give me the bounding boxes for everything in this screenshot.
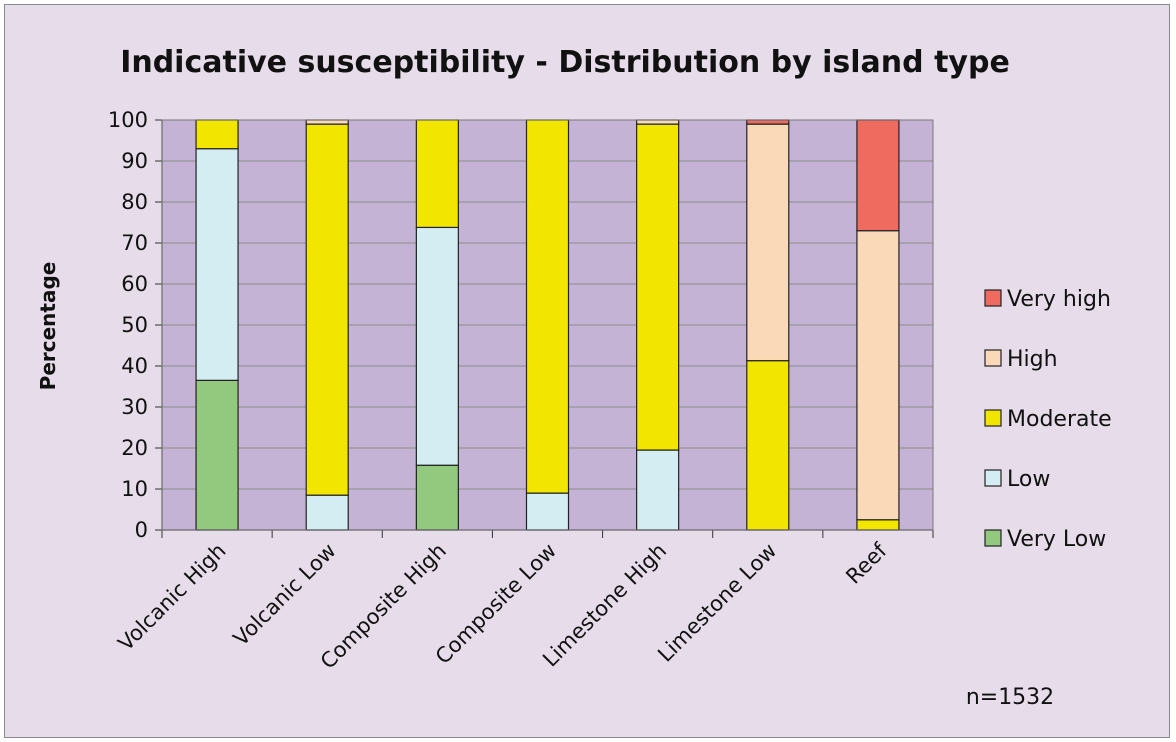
bar-segment (415, 226, 459, 466)
x-tick-label: Limestone High (538, 539, 671, 672)
y-tick-label-100: 100 (108, 108, 148, 132)
y-tick-label-0: 0 (135, 518, 148, 542)
legend-label: Very Low (1007, 527, 1106, 552)
bar-segment (195, 148, 239, 381)
chart-title: Indicative susceptibility - Distribution… (120, 45, 1010, 80)
bar-segment (195, 119, 239, 150)
bar-segment (746, 360, 790, 531)
x-tick-label: Volcanic High (114, 539, 231, 656)
bar-segment (856, 119, 900, 232)
y-axis-label: Percentage (36, 262, 60, 391)
bar-segment (746, 123, 790, 362)
sample-size-note: n=1532 (966, 685, 1054, 710)
y-tick-label-30: 30 (121, 395, 148, 419)
bar-segment (636, 449, 680, 531)
y-tick-label-70: 70 (121, 231, 148, 255)
axes (155, 119, 934, 538)
legend-swatch (984, 529, 1002, 547)
x-tick-label: Limestone Low (653, 539, 781, 667)
x-tick-label: Reef (841, 538, 892, 589)
bar-segment (305, 123, 349, 496)
legend-label: High (1007, 347, 1058, 372)
legend: Very high High Moderate Low Very Low (984, 287, 1112, 552)
bar-segment (746, 119, 790, 125)
x-tick-label: Composite Low (431, 539, 561, 669)
bar-segment (856, 519, 900, 531)
y-tick-labels: 0 10 20 30 40 50 60 70 80 90 100 (108, 108, 148, 542)
bar-segment (415, 464, 459, 531)
bar-segment (415, 119, 459, 229)
bar-segment (305, 494, 349, 531)
bar-segment (856, 230, 900, 521)
bar-segment (305, 119, 349, 125)
bar-segment (525, 119, 570, 494)
bars (195, 119, 900, 531)
bar-segment (636, 119, 680, 125)
legend-swatch (984, 409, 1002, 427)
bar-segment (195, 379, 239, 531)
legend-swatch (984, 469, 1002, 487)
legend-swatch (984, 349, 1002, 367)
legend-label: Very high (1007, 287, 1111, 312)
y-tick-label-40: 40 (121, 354, 148, 378)
legend-swatch (984, 289, 1002, 307)
y-tick-label-20: 20 (121, 436, 148, 460)
x-tick-label: Volcanic Low (229, 539, 341, 651)
y-tick-label-10: 10 (121, 477, 148, 501)
legend-label: Moderate (1007, 407, 1112, 432)
y-tick-label-50: 50 (121, 313, 148, 337)
bar-segment (525, 492, 570, 531)
plot-border (161, 119, 934, 531)
y-tick-label-90: 90 (121, 149, 148, 173)
y-tick-label-60: 60 (121, 272, 148, 296)
y-tick-label-80: 80 (121, 190, 148, 214)
bar-segment (636, 123, 680, 451)
legend-label: Low (1007, 467, 1050, 492)
